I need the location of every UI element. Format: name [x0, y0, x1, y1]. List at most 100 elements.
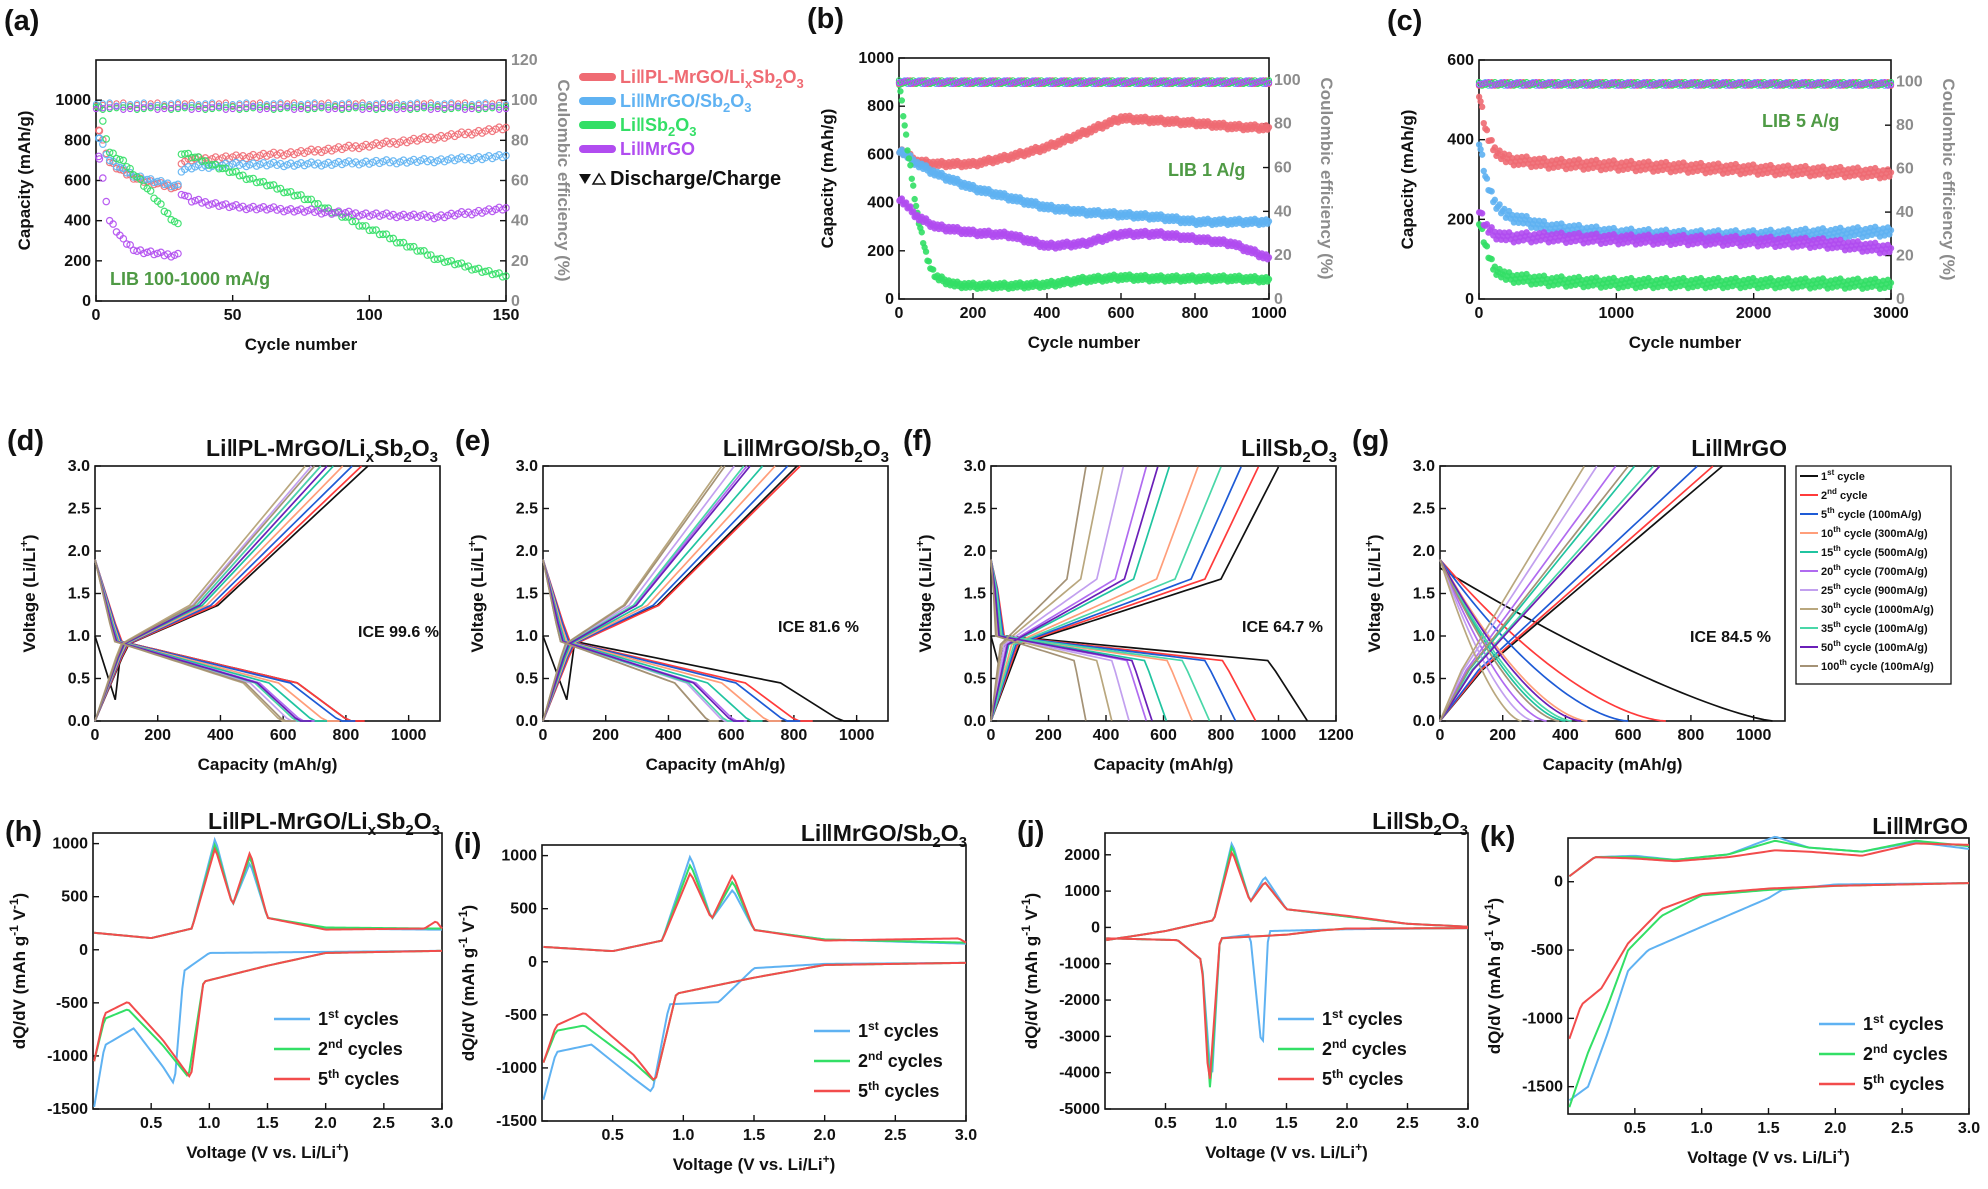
data-point: [119, 156, 128, 165]
y-tick-label: 800: [64, 132, 91, 149]
data-point: [181, 191, 189, 200]
data-point: [900, 113, 907, 120]
x-tick-label: 400: [1093, 727, 1120, 744]
ce-point: [332, 103, 339, 110]
data-point: [122, 240, 131, 248]
charge-curve: [542, 465, 726, 722]
ce-point: [1157, 78, 1164, 85]
y-tick-label: 3.0: [1413, 458, 1435, 475]
ce-point: [1251, 79, 1258, 87]
y-tick-label: 600: [1447, 52, 1474, 69]
ce-point: [1171, 78, 1179, 85]
ce-point: [1149, 80, 1156, 88]
data-point: [105, 148, 114, 157]
panel-title: Li‖MrGO/Sb2O3: [723, 435, 889, 466]
x-tick-label: 400: [207, 727, 234, 744]
data-point: [1887, 169, 1895, 176]
data-point: [133, 247, 141, 255]
plot-frame: [1567, 837, 1970, 1115]
panel-label: (c): [1387, 5, 1422, 37]
data-point: [146, 187, 155, 195]
y2-tick-label: 80: [511, 132, 529, 149]
ce-point: [921, 80, 928, 88]
y-tick-label: 1.0: [516, 628, 538, 645]
legend-cv-label: 2nd cycles: [1863, 1042, 1948, 1064]
ce-point: [1095, 79, 1102, 87]
charge-curve: [542, 465, 745, 722]
y-tick-label: 400: [867, 195, 894, 212]
x-tick-label: 1.0: [672, 1127, 694, 1144]
ce-point: [106, 104, 113, 111]
y-tick-label: 0: [528, 954, 537, 971]
data-point: [341, 209, 350, 217]
ce-point: [482, 104, 489, 111]
ce-point: [1211, 78, 1219, 86]
data-point: [112, 162, 121, 171]
data-point: [245, 204, 254, 212]
x-tick-label: 0: [92, 307, 101, 324]
ce-point: [154, 104, 161, 111]
panel-k: 0.5 1.0 1.5 2.0 2.5 3.0 -1500 -1000 -500 0 (k) Volt…: [1480, 813, 1980, 1167]
data-point: [150, 178, 158, 187]
panel-a: 0 50 100 1500200400600800100002040608010012…: [4, 5, 573, 354]
cycle-curve: [1439, 465, 1661, 722]
cv-series: [1106, 840, 1469, 1073]
data-point: [225, 203, 234, 212]
x-axis-label: Cycle number: [1629, 333, 1742, 352]
ce-point: [461, 104, 469, 111]
legend-label: Li‖Sb2O3: [620, 115, 696, 139]
y-axis-label: dQ/dV (mAh g-1 V-1): [1019, 893, 1041, 1049]
ce-point: [1080, 79, 1088, 87]
panel-title: Li‖PL-MrGO/LixSb2O3: [206, 435, 438, 466]
data-point: [1491, 196, 1499, 204]
series-li_mrgo_sb2o3: [896, 146, 1273, 229]
ce-point: [229, 105, 236, 113]
data-point: [174, 249, 182, 258]
data-point: [1496, 147, 1503, 154]
x-tick-label: 2000: [1736, 305, 1772, 322]
ce-point: [1208, 79, 1216, 87]
discharge-curve: [1568, 882, 1970, 1102]
data-point: [379, 230, 387, 239]
ce-point: [434, 103, 441, 110]
ce-point: [291, 104, 298, 111]
ce-point: [195, 105, 202, 113]
legend-cv-label: 1st cycles: [858, 1019, 939, 1041]
data-point: [468, 266, 476, 274]
ce-point: [366, 103, 373, 110]
cycle-curve: [542, 465, 764, 722]
y-tick-label: 0.5: [68, 671, 90, 688]
data-point: [897, 88, 904, 95]
x-tick-label: 1000: [839, 727, 875, 744]
y-tick-label: -5000: [1059, 1101, 1100, 1118]
ce-point: [181, 103, 188, 110]
data-point: [191, 153, 199, 162]
ce-point: [174, 104, 182, 111]
data-point: [413, 213, 421, 222]
charge-curve: [94, 465, 306, 722]
ce-point: [915, 78, 923, 85]
y2-tick-label: 100: [1896, 74, 1923, 91]
ce-point: [1029, 78, 1036, 85]
legend-cv-label: 5th cycles: [318, 1067, 399, 1089]
x-axis-label: Voltage (V vs. Li/Li+): [186, 1140, 349, 1162]
data-point: [1480, 119, 1487, 127]
data-point: [348, 210, 357, 219]
y-tick-label: 1.5: [516, 586, 538, 603]
discharge-marker: [579, 174, 591, 184]
data-point: [310, 199, 319, 208]
panel-annotation: LIB 5 A/g: [1762, 111, 1839, 131]
data-point: [925, 258, 933, 265]
ce-point: [1055, 78, 1062, 86]
panel-title: Li‖PL-MrGO/LixSb2O3: [208, 808, 440, 839]
ce-point: [393, 104, 400, 111]
y-tick-label: 1.5: [964, 586, 986, 603]
y2-tick-label: 0: [1274, 291, 1283, 308]
ce-point: [981, 79, 988, 87]
x-tick-label: 1.5: [256, 1115, 278, 1132]
data-point: [907, 162, 914, 169]
ce-point: [1186, 78, 1193, 85]
panel-label: (d): [7, 425, 44, 457]
panel-d: 0 200 400 600 800 1000 0.0 0.5 1.0 1.5 2.0 2.5 3.0 (d…: [7, 425, 441, 774]
panel-b: 0 200 400 600 800 100002004006008001000020406…: [807, 3, 1336, 352]
